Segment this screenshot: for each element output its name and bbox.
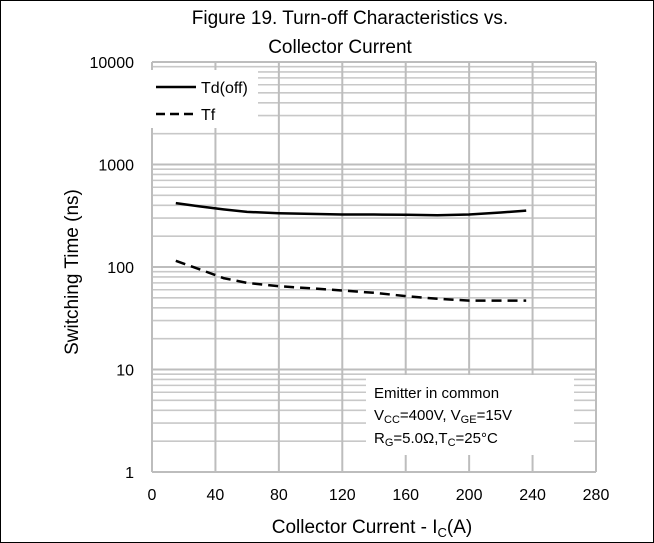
x-tick-label: 160 (392, 487, 419, 504)
x-tick-label: 80 (270, 487, 288, 504)
legend-label-tf: Tf (201, 107, 216, 124)
legend: Td(off) Tf (148, 70, 258, 128)
x-tick-labels: 0 40 80 120 160 200 240 280 (148, 487, 610, 504)
y-tick-label: 1 (125, 465, 134, 482)
y-tick-labels: 1 10 100 1000 10000 (90, 55, 135, 482)
chart-title-line2: Collector Current (268, 37, 412, 58)
x-tick-label: 40 (207, 487, 225, 504)
x-tick-label: 120 (329, 487, 356, 504)
y-tick-label: 1000 (98, 158, 134, 175)
y-tick-label: 10000 (90, 55, 135, 72)
chart-title-line1: Figure 19. Turn-off Characteristics vs. (192, 8, 508, 29)
test-conditions-note: Emitter in common VCC=400V, VGE=15V RG=5… (366, 375, 574, 455)
y-tick-label: 100 (107, 260, 134, 277)
x-axis-label: Collector Current - IC(A) (272, 517, 473, 540)
legend-label-tdoff: Td(off) (201, 80, 248, 97)
note-line3: RG=5.0Ω,TC=25°C (374, 430, 498, 449)
x-tick-label: 200 (456, 487, 483, 504)
note-line1: Emitter in common (374, 385, 499, 402)
x-tick-label: 280 (583, 487, 610, 504)
y-tick-label: 10 (116, 363, 134, 380)
x-tick-label: 240 (519, 487, 546, 504)
y-axis-label: Switching Time (ns) (62, 189, 83, 355)
x-tick-label: 0 (148, 487, 157, 504)
